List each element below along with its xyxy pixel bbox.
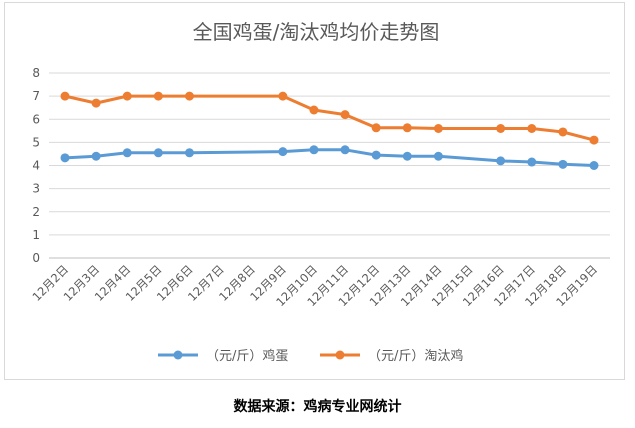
y-tick-label: 7: [32, 89, 40, 103]
data-point: [527, 124, 537, 133]
legend-entry-label: （元/斤）淘汰鸡: [368, 348, 463, 364]
data-point: [340, 145, 350, 155]
y-tick-label: 8: [32, 66, 40, 80]
data-point: [496, 124, 506, 133]
y-tick-label: 4: [32, 159, 40, 173]
data-point: [371, 123, 381, 133]
data-point: [589, 135, 599, 145]
data-source-note: 数据来源：鸡病专业网统计: [233, 399, 402, 415]
data-point: [527, 157, 537, 167]
data-point: [589, 161, 599, 170]
legend-swatch-marker: [335, 350, 345, 360]
data-point: [402, 123, 412, 133]
data-point: [433, 151, 443, 161]
data-point: [496, 156, 506, 166]
y-tick-label: 2: [32, 205, 40, 219]
data-point: [91, 151, 101, 161]
data-point: [340, 110, 350, 120]
data-point: [184, 148, 194, 158]
data-point: [402, 151, 412, 161]
data-point: [60, 91, 70, 101]
y-tick-label: 0: [32, 251, 40, 265]
y-tick-label: 3: [32, 182, 40, 196]
data-point: [433, 124, 443, 133]
series-line: [63, 94, 596, 142]
data-point: [184, 91, 194, 101]
data-point: [558, 127, 568, 137]
data-point: [278, 147, 288, 157]
chart-title: 全国鸡蛋/淘汰鸡均价走势图: [193, 20, 440, 44]
y-tick-label: 1: [32, 228, 40, 242]
data-point: [91, 98, 101, 108]
data-point: [558, 159, 568, 169]
data-point: [60, 153, 70, 163]
chart-frame: 全国鸡蛋/淘汰鸡均价走势图 0 1 2 3 4 5 6 7 8 12月2日 12月3日 12月4日 12…: [4, 2, 625, 380]
data-point: [278, 91, 288, 101]
data-point: [309, 105, 319, 115]
data-point: [122, 148, 132, 158]
data-point: [153, 91, 163, 101]
line-chart: 全国鸡蛋/淘汰鸡均价走势图 01234567812月2日12月3日12月4日12…: [29, 20, 610, 364]
data-point: [153, 148, 163, 158]
series-line: [63, 148, 596, 167]
y-tick-label: 6: [32, 112, 40, 126]
data-point: [122, 91, 132, 101]
y-tick-label: 5: [32, 135, 40, 149]
legend-swatch-marker: [173, 350, 183, 360]
data-point: [309, 145, 319, 155]
legend-entry-label: （元/斤）鸡蛋: [206, 348, 288, 364]
data-point: [371, 150, 381, 160]
